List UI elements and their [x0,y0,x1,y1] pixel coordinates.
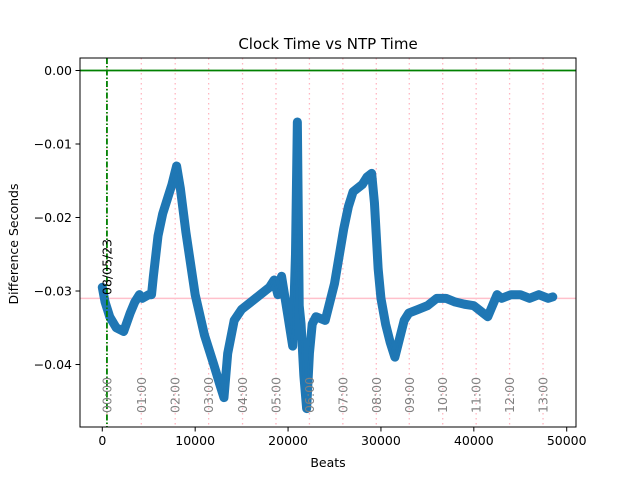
y-axis-label: Difference Seconds [6,184,21,305]
x-tick-label: 40000 [454,433,494,448]
hour-marker-label: 03:00 [201,377,216,413]
y-tick-label: −0.03 [34,284,72,299]
chart-title: Clock Time vs NTP Time [238,35,417,53]
hour-marker-label: 04:00 [235,377,250,413]
x-tick-label: 50000 [547,433,587,448]
x-axis-label: Beats [310,455,345,470]
hour-marker-label: 10:00 [435,377,450,413]
hour-marker-label: 11:00 [469,377,484,413]
y-tick-label: −0.01 [34,137,72,152]
x-tick-label: 10000 [175,433,215,448]
hour-marker-label: 09:00 [402,377,417,413]
y-tick-label: 0.00 [44,63,72,78]
series-line-core [101,120,554,410]
x-tick-label: 20000 [268,433,308,448]
hour-marker-label: 12:00 [502,377,517,413]
y-tick-label: −0.02 [34,210,72,225]
hour-marker-label: 00:00 [99,377,114,413]
hour-marker-label: 02:00 [168,377,183,413]
hour-marker-label: 13:00 [536,377,551,413]
hour-marker-label: 06:00 [302,377,317,413]
hour-marker-label: 08:00 [369,377,384,413]
x-tick-label: 30000 [361,433,401,448]
date-marker-label: 08/05/23 [99,239,114,295]
hour-marker-label: 05:00 [268,377,283,413]
chart-marks: 00:00 01:00 02:00 03:00 04:00 05:00 06:00 07:00… [34,57,587,448]
plot-frame [79,57,577,428]
x-tick-label: 0 [98,433,106,448]
y-tick-label: −0.04 [34,357,72,372]
hour-marker-label: 01:00 [134,377,149,413]
hour-marker-label: 07:00 [335,377,350,413]
